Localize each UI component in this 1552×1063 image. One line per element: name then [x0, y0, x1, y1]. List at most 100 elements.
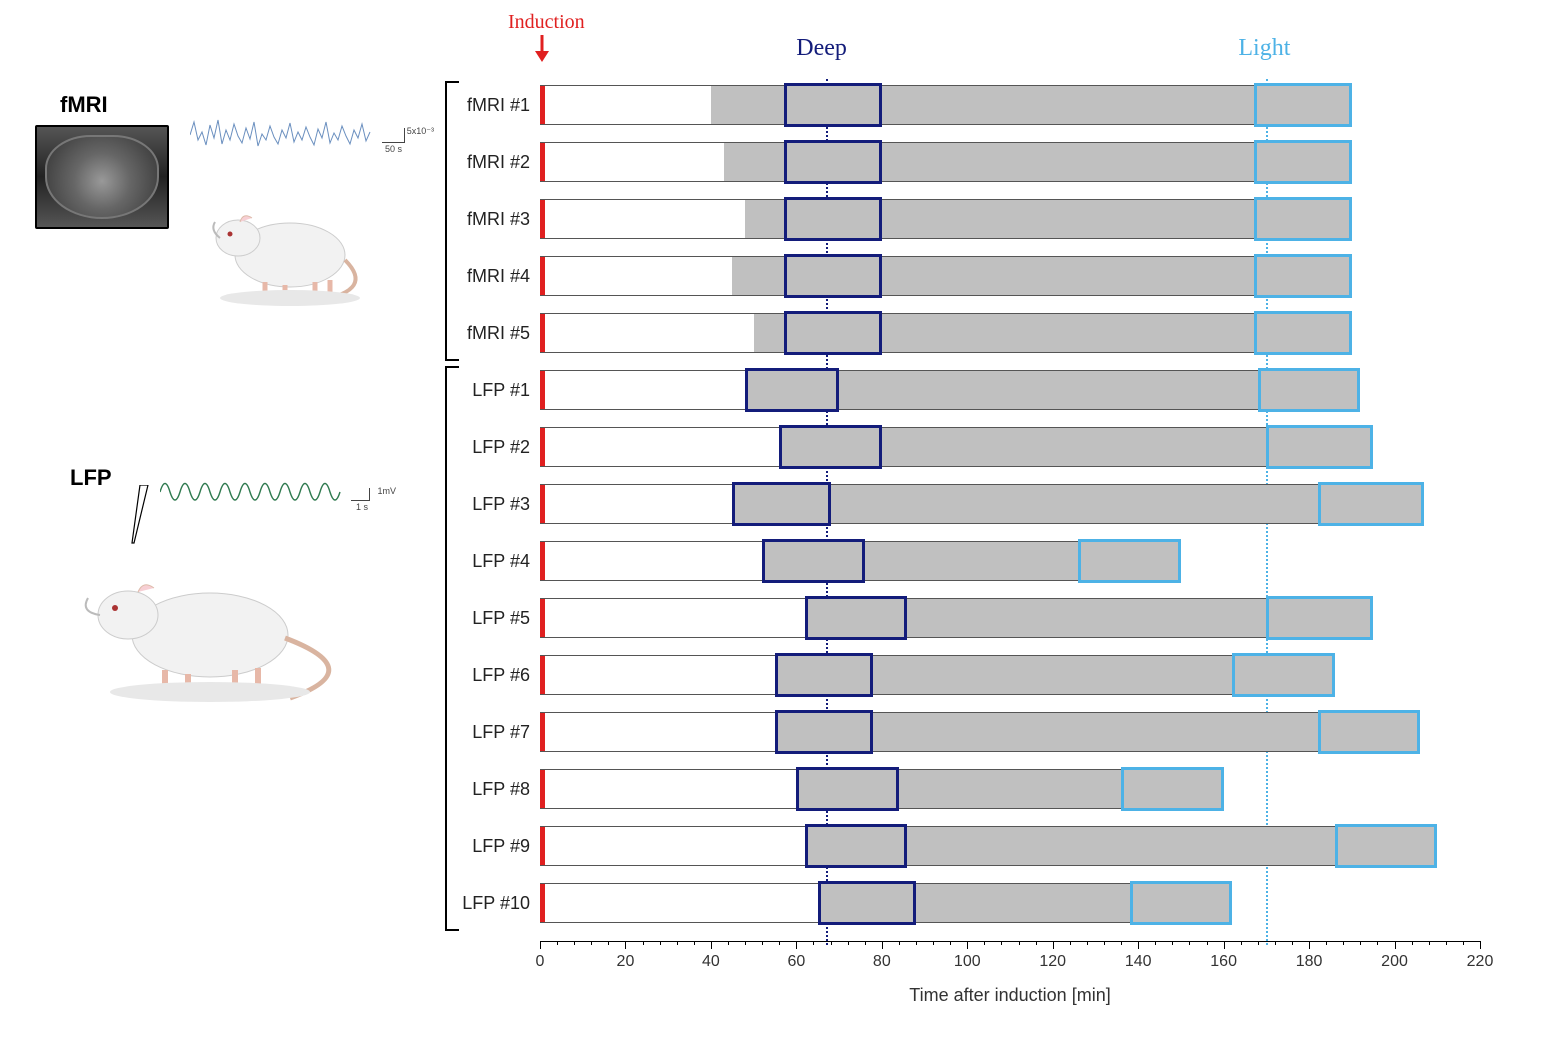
x-axis-minor-tick [865, 941, 866, 945]
rat-icon-lfp [60, 520, 380, 710]
row-label: fMRI #1 [467, 85, 540, 125]
x-axis-minor-tick [1155, 941, 1156, 945]
brain-scan-icon [35, 125, 169, 229]
x-axis-tick [1309, 941, 1310, 949]
light-window [1258, 368, 1361, 412]
row-label: fMRI #5 [467, 313, 540, 353]
timeline-row: LFP #2 [540, 427, 1480, 467]
light-window [1266, 596, 1373, 640]
deep-window [745, 368, 839, 412]
timeline-row: fMRI #2 [540, 142, 1480, 182]
deep-window [784, 140, 882, 184]
timeline-row: LFP #1 [540, 370, 1480, 410]
deep-window [784, 197, 882, 241]
x-axis-minor-tick [1036, 941, 1037, 945]
x-axis-minor-tick [984, 941, 985, 945]
x-axis-minor-tick [1292, 941, 1293, 945]
light-label: Light [1238, 35, 1290, 62]
x-axis-minor-tick [557, 941, 558, 945]
lfp-bracket-icon [445, 366, 459, 931]
timeline-row: LFP #9 [540, 826, 1480, 866]
x-axis-tick [967, 941, 968, 949]
x-axis-tick [1480, 941, 1481, 949]
x-axis-minor-tick [1104, 941, 1105, 945]
x-axis-minor-tick [1207, 941, 1208, 945]
x-axis-minor-tick [1087, 941, 1088, 945]
lfp-trace-time: 1 s [356, 502, 368, 512]
induction-mark [540, 428, 545, 466]
row-label: fMRI #2 [467, 142, 540, 182]
x-axis-minor-tick [1001, 941, 1002, 945]
x-axis-tick-label: 120 [1039, 953, 1066, 971]
x-axis-minor-tick [728, 941, 729, 945]
induction-mark [540, 827, 545, 865]
timeline-row: LFP #5 [540, 598, 1480, 638]
x-axis-tick [625, 941, 626, 949]
x-axis-minor-tick [574, 941, 575, 945]
x-axis-minor-tick [848, 941, 849, 945]
light-window [1254, 311, 1352, 355]
x-axis-tick [1138, 941, 1139, 949]
x-axis-minor-tick [1429, 941, 1430, 945]
x-axis-tick-label: 80 [873, 953, 891, 971]
x-axis-tick [1224, 941, 1225, 949]
light-window [1318, 710, 1421, 754]
lfp-illustration: LFP 1mV 1 s [40, 465, 400, 725]
timeline-row: fMRI #4 [540, 256, 1480, 296]
x-axis-tick-label: 220 [1467, 953, 1494, 971]
fmri-bracket-icon [445, 81, 459, 361]
light-window [1121, 767, 1224, 811]
row-label: LFP #4 [472, 541, 540, 581]
fmri-illustration: fMRI 5x10⁻³ 50 s [40, 80, 400, 340]
light-window [1335, 824, 1438, 868]
deep-window [796, 767, 899, 811]
timeline-row: LFP #4 [540, 541, 1480, 581]
deep-window [784, 311, 882, 355]
x-axis-minor-tick [1446, 941, 1447, 945]
x-axis-minor-tick [1172, 941, 1173, 945]
x-axis-minor-tick [1377, 941, 1378, 945]
x-axis-minor-tick [831, 941, 832, 945]
fmri-trace-icon: 5x10⁻³ 50 s [190, 110, 400, 163]
induction-mark [540, 656, 545, 694]
x-axis-tick-label: 100 [954, 953, 981, 971]
light-window [1254, 197, 1352, 241]
x-axis-minor-tick [1189, 941, 1190, 945]
induction-mark [540, 485, 545, 523]
row-label: LFP #5 [472, 598, 540, 638]
row-label: LFP #10 [462, 883, 540, 923]
deep-label: Deep [796, 35, 847, 62]
induction-mark [540, 314, 545, 352]
x-axis-minor-tick [1019, 941, 1020, 945]
row-label: fMRI #4 [467, 256, 540, 296]
fmri-trace-scale: 5x10⁻³ [407, 126, 434, 137]
deep-window [784, 254, 882, 298]
x-axis-tick [540, 941, 541, 949]
x-axis-minor-tick [779, 941, 780, 945]
light-window [1254, 83, 1352, 127]
x-axis-tick-label: 0 [536, 953, 545, 971]
light-window [1078, 539, 1181, 583]
lfp-label: LFP [70, 465, 112, 491]
light-window [1266, 425, 1373, 469]
timeline-row: LFP #8 [540, 769, 1480, 809]
x-axis-line [540, 941, 1480, 942]
x-axis-tick [1395, 941, 1396, 949]
x-axis-minor-tick [1121, 941, 1122, 945]
timeline-row: LFP #7 [540, 712, 1480, 752]
fmri-label: fMRI [60, 92, 108, 118]
lfp-trace-scale: 1mV [377, 486, 396, 496]
x-axis-minor-tick [745, 941, 746, 945]
x-axis-minor-tick [813, 941, 814, 945]
deep-window [805, 824, 908, 868]
x-axis-tick-label: 140 [1125, 953, 1152, 971]
x-axis-tick [796, 941, 797, 949]
deep-window [775, 710, 873, 754]
timeline-row: LFP #10 [540, 883, 1480, 923]
induction-mark [540, 86, 545, 124]
induction-mark [540, 371, 545, 409]
deep-window [818, 881, 916, 925]
x-axis-tick [711, 941, 712, 949]
x-axis-minor-tick [1241, 941, 1242, 945]
x-axis-title: Time after induction [min] [909, 985, 1110, 1006]
